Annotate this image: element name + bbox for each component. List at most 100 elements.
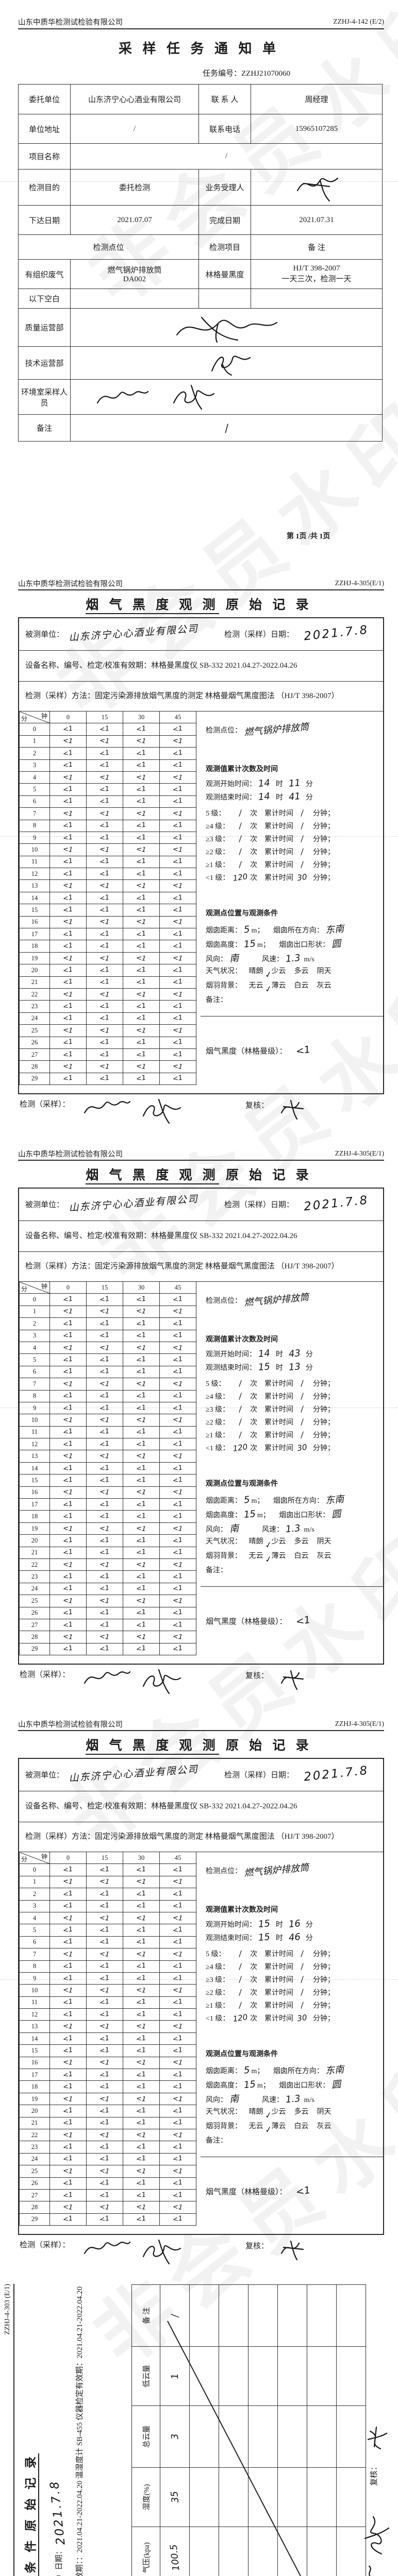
smoke-reading-handwritten: <1: [99, 1416, 110, 1425]
smoke-reading-handwritten: <1: [172, 2058, 184, 2067]
smoke-reading-cell: <1: [86, 735, 123, 748]
waste-gas-cell: 有组织废气: [18, 259, 71, 289]
smoke-reading-handwritten: <1: [99, 1584, 110, 1594]
observation-panel: 检测点位： 燃气锅炉排放筒 观测值累计次数及时间 观测开始时间： 14 时 11…: [201, 711, 383, 1093]
result-label: 烟气黑度（林格曼级）：: [206, 2188, 287, 2196]
smoke-reading-handwritten: <1: [62, 978, 74, 987]
minute-row-index: 21: [19, 976, 50, 989]
smoke-reading-cell: <1: [123, 1414, 160, 1427]
minute-row: 0 <1 <1 <1 <1: [19, 723, 196, 736]
minute-row-index: 15: [19, 904, 50, 917]
minute-row: 1 <1 <1 <1 <1: [19, 1875, 196, 1889]
minute-row: 5 <1 <1 <1 <1: [19, 783, 196, 796]
smoke-reading-cell: <1: [49, 735, 87, 748]
smoke-reading-cell: <1: [123, 771, 160, 784]
minute-row-index: 11: [19, 855, 50, 869]
smoke-reading-cell: <1: [86, 976, 123, 989]
smoke-reading-handwritten: <1: [172, 1307, 184, 1316]
minute-row: 4 <1 <1 <1 <1: [19, 771, 196, 784]
smoke-reading-cell: <1: [86, 2177, 123, 2190]
smoke-reading-cell: <1: [159, 2116, 196, 2129]
page-title-underlined: 烟 气 黑 度 观 测: [86, 1739, 219, 1755]
corner-row-label: 分: [21, 715, 28, 723]
note-line: 备注：: [206, 996, 227, 1004]
minute-row: 14 <1 <1 <1 <1: [19, 891, 196, 905]
smoke-reading-cell: <1: [49, 879, 87, 892]
minute-row: 6 <1 <1 <1 <1: [19, 1936, 196, 1949]
level-lines: 5 级： / 次累计时间 / 分钟； ≥4 级： / 次累计时间 / 分钟； ≥3 级： / 次累计时间…: [206, 1377, 381, 1454]
samplers-label: 环境室采样人员: [18, 379, 71, 415]
blank-below-cell: 以下空白: [18, 289, 71, 309]
minute-row: 8 <1 <1 <1 <1: [19, 1389, 196, 1402]
smoke-reading-handwritten: <1: [62, 1961, 74, 1971]
smoke-reading-cell: <1: [86, 1606, 123, 1619]
weather-empty-row: [248, 2284, 278, 2576]
smoke-reading-handwritten: <1: [99, 954, 110, 963]
smoke-reading-handwritten: <1: [99, 905, 110, 915]
minute-row: 16 <1 <1 <1 <1: [19, 916, 196, 929]
smoke-reading-handwritten: <1: [62, 1925, 74, 1935]
smoke-reading-handwritten: <1: [172, 2191, 184, 2200]
minute-row: 29 <1 <1 <1 <1: [19, 1072, 196, 1086]
smoke-reading-handwritten: <1: [99, 2046, 110, 2056]
smoke-reading-handwritten: <1: [172, 737, 184, 746]
smoke-reading-handwritten: <1: [62, 1560, 74, 1569]
smoke-reading-cell: <1: [159, 2080, 196, 2093]
smoke-reading-handwritten: <1: [172, 1367, 184, 1377]
minute-row: 2 <1 <1 <1 <1: [19, 747, 196, 760]
minute-row: 7 <1 <1 <1 <1: [19, 1378, 196, 1391]
smoke-reading-handwritten: <1: [172, 1391, 184, 1401]
smoke-reading-cell: <1: [49, 1072, 87, 1086]
table-row: 委托单位 山东济宁心心酒业有限公司 联 系 人 周经理: [18, 84, 383, 114]
smoke-reading-handwritten: <1: [136, 1380, 147, 1388]
minute-row: 15 <1 <1 <1 <1: [19, 2044, 196, 2057]
minute-row-index: 27: [19, 2189, 50, 2202]
smoke-reading-cell: <1: [123, 1438, 160, 1451]
minute-row: 23 <1 <1 <1 <1: [19, 2141, 196, 2154]
method-text: 检测（采样）方法：固定污染源排放烟气黑度的测定 林格曼烟气黑度图法 （HJ/T …: [25, 692, 339, 700]
smoke-reading-handwritten: <1: [136, 1014, 147, 1023]
minute-row: 25 <1 <1 <1 <1: [19, 1024, 196, 1037]
smoke-reading-cell: <1: [86, 1888, 123, 1901]
minute-row-index: 4: [19, 771, 50, 784]
point-label: 检测点位：: [206, 727, 242, 735]
smoke-reading-cell: <1: [123, 1000, 160, 1013]
smoke-reading-handwritten: <1: [136, 1050, 147, 1059]
weather-col-header: 总云量: [131, 2405, 160, 2468]
weather-empty-cell: [248, 2527, 278, 2576]
result-label: 烟气黑度（林格曼级）：: [206, 1047, 287, 1056]
count-unit: 次: [250, 1989, 257, 1997]
smoke-reading-handwritten: <1: [62, 2214, 74, 2224]
smoke-reading-handwritten: <1: [172, 1950, 184, 1959]
smoke-reading-handwritten: <1: [172, 724, 184, 734]
minute-row-index: 3: [19, 1900, 50, 1912]
smoke-reading-cell: <1: [159, 1450, 196, 1463]
smoke-reading-cell: <1: [86, 1510, 123, 1523]
record-box: 被测单位： 山东济宁心心酒业有限公司 检测（采样）日期： 2021.7.8 设备…: [18, 1188, 384, 1665]
smoke-reading-handwritten: <1: [99, 2082, 110, 2092]
stack-distance-handwritten: 5: [243, 1494, 250, 1506]
smoke-reading-cell: <1: [123, 2189, 160, 2202]
smoke-reading-handwritten: <1: [136, 1427, 147, 1437]
smoke-reading-handwritten: <1: [99, 978, 110, 987]
cumulative-time-label: 累计时间: [264, 1380, 293, 1388]
weather-value-cell: 35: [160, 2467, 190, 2527]
smoke-reading-cell: <1: [86, 723, 123, 736]
sample-date-handwritten: 2021.7.8: [303, 623, 370, 643]
cumulative-time-label: 累计时间: [264, 836, 293, 843]
form-code: ZZHJ-4-305(E/1): [335, 1720, 384, 1727]
smoke-reading-cell: <1: [49, 1996, 87, 2009]
minute-row: 11 <1 <1 <1 <1: [19, 855, 196, 869]
smoke-reading-handwritten: <1: [99, 1367, 110, 1377]
smoke-reading-handwritten: <1: [62, 2046, 74, 2056]
check-mark: ✓: [263, 969, 273, 980]
smoke-reading-handwritten: <1: [99, 2094, 110, 2104]
smoke-reading-handwritten: <1: [62, 1343, 74, 1352]
stack-distance-handwritten: 5: [243, 924, 250, 936]
smoke-reading-handwritten: <1: [62, 2155, 74, 2164]
smoke-reading-handwritten: <1: [136, 2191, 147, 2200]
smoke-reading-cell: <1: [123, 1960, 160, 1973]
smoke-reading-cell: <1: [159, 2032, 196, 2045]
minute-row-index: 9: [19, 1972, 50, 1985]
wind-speed-label: 风速：: [262, 956, 284, 963]
